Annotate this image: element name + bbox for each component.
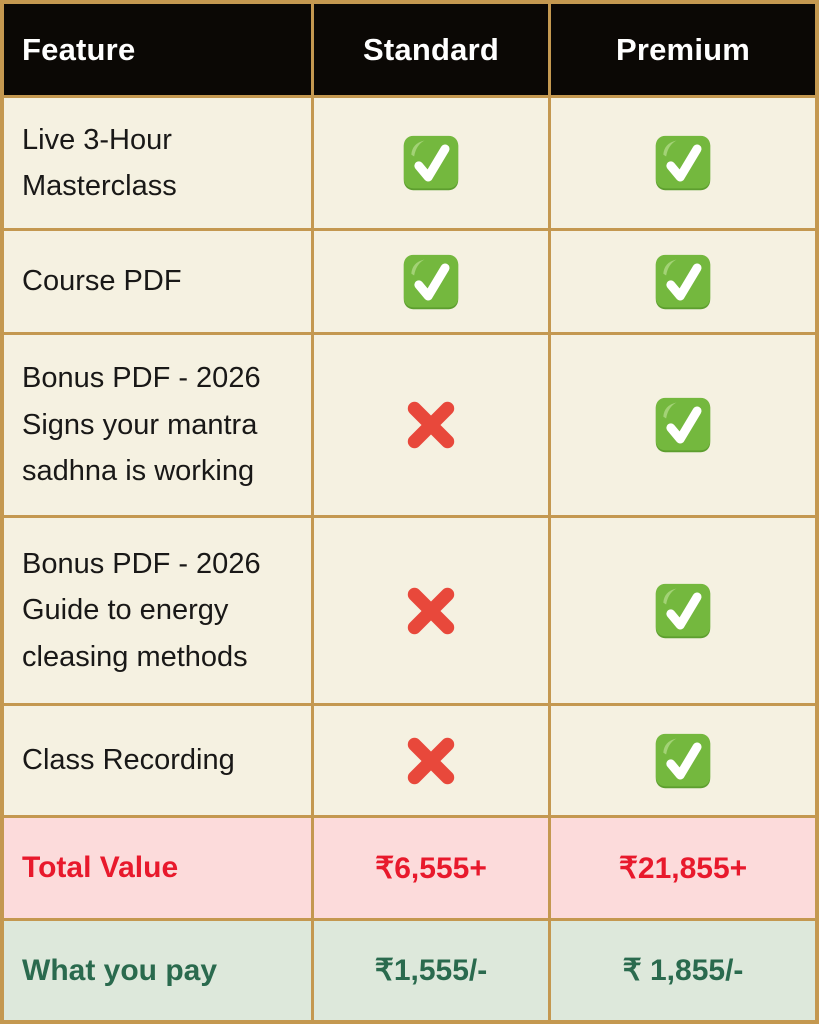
what-you-pay-premium: ₹ 1,855/- xyxy=(551,921,815,1020)
feature-label: Course PDF xyxy=(22,265,182,298)
premium-value-cell xyxy=(551,706,815,815)
feature-cell: Course PDF xyxy=(4,231,311,332)
what-you-pay-standard: ₹1,555/- xyxy=(314,921,548,1020)
total-value-standard: ₹6,555+ xyxy=(314,818,548,918)
check-icon xyxy=(655,254,711,309)
premium-value-cell xyxy=(551,98,815,228)
check-icon xyxy=(655,397,711,453)
feature-label: Live 3-Hour Masterclass xyxy=(22,123,177,202)
standard-value-cell xyxy=(314,706,548,815)
cross-icon xyxy=(407,587,455,634)
feature-cell: Class Recording xyxy=(4,706,311,815)
what-you-pay-label: What you pay xyxy=(4,921,311,1020)
feature-label: Class Recording xyxy=(22,744,235,777)
premium-value-cell xyxy=(551,335,815,515)
cross-icon xyxy=(407,401,455,449)
check-icon xyxy=(655,733,711,788)
feature-cell: Live 3-Hour Masterclass xyxy=(4,98,311,228)
standard-value-cell xyxy=(314,335,548,515)
header-feature: Feature xyxy=(4,4,311,95)
check-icon xyxy=(655,135,711,191)
check-icon xyxy=(403,254,459,309)
total-value-premium: ₹21,855+ xyxy=(551,818,815,918)
check-icon xyxy=(403,135,459,191)
premium-value-cell xyxy=(551,518,815,703)
feature-label: Bonus PDF - 2026 Signs your mantra sadhn… xyxy=(22,362,261,488)
feature-cell: Bonus PDF - 2026 Signs your mantra sadhn… xyxy=(4,335,311,515)
premium-value-cell xyxy=(551,231,815,332)
feature-label: Bonus PDF - 2026 Guide to energy cleasin… xyxy=(22,547,261,673)
standard-value-cell xyxy=(314,231,548,332)
header-premium: Premium xyxy=(551,4,815,95)
feature-cell: Bonus PDF - 2026 Guide to energy cleasin… xyxy=(4,518,311,703)
standard-value-cell xyxy=(314,98,548,228)
header-standard: Standard xyxy=(314,4,548,95)
standard-value-cell xyxy=(314,518,548,703)
check-icon xyxy=(655,583,711,638)
cross-icon xyxy=(407,737,455,784)
total-value-label: Total Value xyxy=(4,818,311,918)
